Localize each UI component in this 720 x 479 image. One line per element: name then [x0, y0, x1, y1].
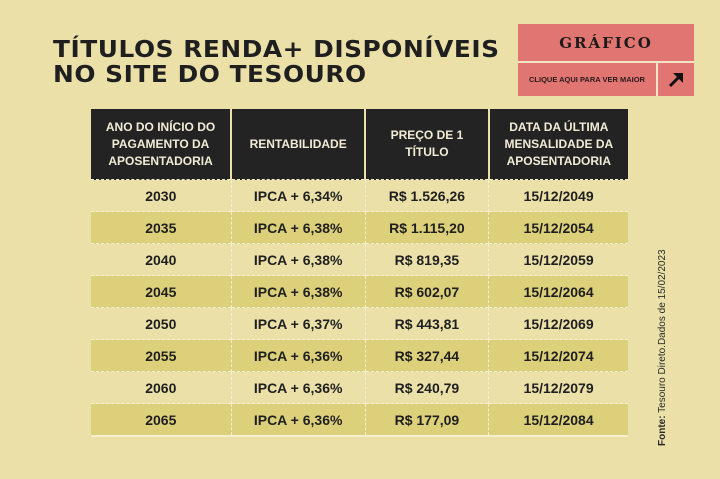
cell-rentabilidade: IPCA + 6,37%: [230, 307, 366, 340]
cell-rentabilidade: IPCA + 6,36%: [230, 403, 366, 437]
source-label: Fonte:: [657, 415, 668, 446]
arrow-up-right-icon[interactable]: [658, 63, 694, 96]
table-row: 2065 IPCA + 6,36% R$ 177,09 15/12/2084: [91, 403, 628, 437]
cell-ano: 2030: [91, 179, 232, 212]
cell-ano: 2050: [91, 307, 232, 340]
header-ano: ANO DO INÍCIO DO PAGAMENTO DA APOSENTADO…: [91, 109, 232, 180]
cell-data: 15/12/2059: [488, 243, 628, 276]
chart-button-label[interactable]: GRÁFICO: [518, 24, 694, 63]
chart-button[interactable]: GRÁFICO CLIQUE AQUI PARA VER MAIOR: [518, 24, 694, 96]
table-row: 2060 IPCA + 6,36% R$ 240,79 15/12/2079: [91, 371, 628, 404]
title-line-1: TÍTULOS RENDA+ DISPONÍVEIS: [53, 37, 500, 63]
table-row: 2045 IPCA + 6,38% R$ 602,07 15/12/2064: [91, 275, 628, 308]
table-row: 2035 IPCA + 6,38% R$ 1.115,20 15/12/2054: [91, 211, 628, 244]
cell-data: 15/12/2069: [488, 307, 628, 340]
cell-rentabilidade: IPCA + 6,34%: [230, 179, 366, 212]
source-note: Fonte: Tesouro Direto.Dados de 15/02/202…: [657, 249, 668, 446]
cell-data: 15/12/2074: [488, 339, 628, 372]
title-line-2: NO SITE DO TESOURO: [53, 62, 367, 88]
header-preco: PREÇO DE 1 TÍTULO: [364, 109, 489, 180]
cell-preco: R$ 819,35: [364, 243, 489, 276]
view-larger-link[interactable]: CLIQUE AQUI PARA VER MAIOR: [518, 63, 658, 96]
page-title: TÍTULOS RENDA+ DISPONÍVEIS NO SITE DO TE…: [53, 38, 500, 88]
cell-ano: 2045: [91, 275, 232, 308]
table-header-row: ANO DO INÍCIO DO PAGAMENTO DA APOSENTADO…: [91, 109, 628, 180]
cell-rentabilidade: IPCA + 6,38%: [230, 211, 366, 244]
cell-preco: R$ 443,81: [364, 307, 489, 340]
cell-rentabilidade: IPCA + 6,38%: [230, 243, 366, 276]
cell-data: 15/12/2054: [488, 211, 628, 244]
cell-preco: R$ 602,07: [364, 275, 489, 308]
cell-ano: 2035: [91, 211, 232, 244]
cell-ano: 2040: [91, 243, 232, 276]
cell-ano: 2055: [91, 339, 232, 372]
cell-rentabilidade: IPCA + 6,36%: [230, 339, 366, 372]
source-text: Tesouro Direto.Dados de 15/02/2023: [657, 249, 668, 416]
cell-data: 15/12/2064: [488, 275, 628, 308]
table-row: 2040 IPCA + 6,38% R$ 819,35 15/12/2059: [91, 243, 628, 276]
table-row: 2030 IPCA + 6,34% R$ 1.526,26 15/12/2049: [91, 179, 628, 212]
renda-titles-table: ANO DO INÍCIO DO PAGAMENTO DA APOSENTADO…: [91, 109, 628, 437]
cell-preco: R$ 177,09: [364, 403, 489, 437]
cell-data: 15/12/2079: [488, 371, 628, 404]
cell-data: 15/12/2049: [488, 179, 628, 212]
header-rentabilidade: RENTABILIDADE: [230, 109, 366, 180]
cell-ano: 2060: [91, 371, 232, 404]
table-row: 2050 IPCA + 6,37% R$ 443,81 15/12/2069: [91, 307, 628, 340]
header-data: DATA DA ÚLTIMA MENSALIDADE DA APOSENTADO…: [487, 109, 628, 180]
table-row: 2055 IPCA + 6,36% R$ 327,44 15/12/2074: [91, 339, 628, 372]
cell-rentabilidade: IPCA + 6,38%: [230, 275, 366, 308]
cell-ano: 2065: [91, 403, 232, 437]
cell-preco: R$ 327,44: [364, 339, 489, 372]
cell-preco: R$ 240,79: [364, 371, 489, 404]
cell-preco: R$ 1.115,20: [364, 211, 489, 244]
cell-rentabilidade: IPCA + 6,36%: [230, 371, 366, 404]
cell-data: 15/12/2084: [488, 403, 628, 437]
cell-preco: R$ 1.526,26: [364, 179, 489, 212]
